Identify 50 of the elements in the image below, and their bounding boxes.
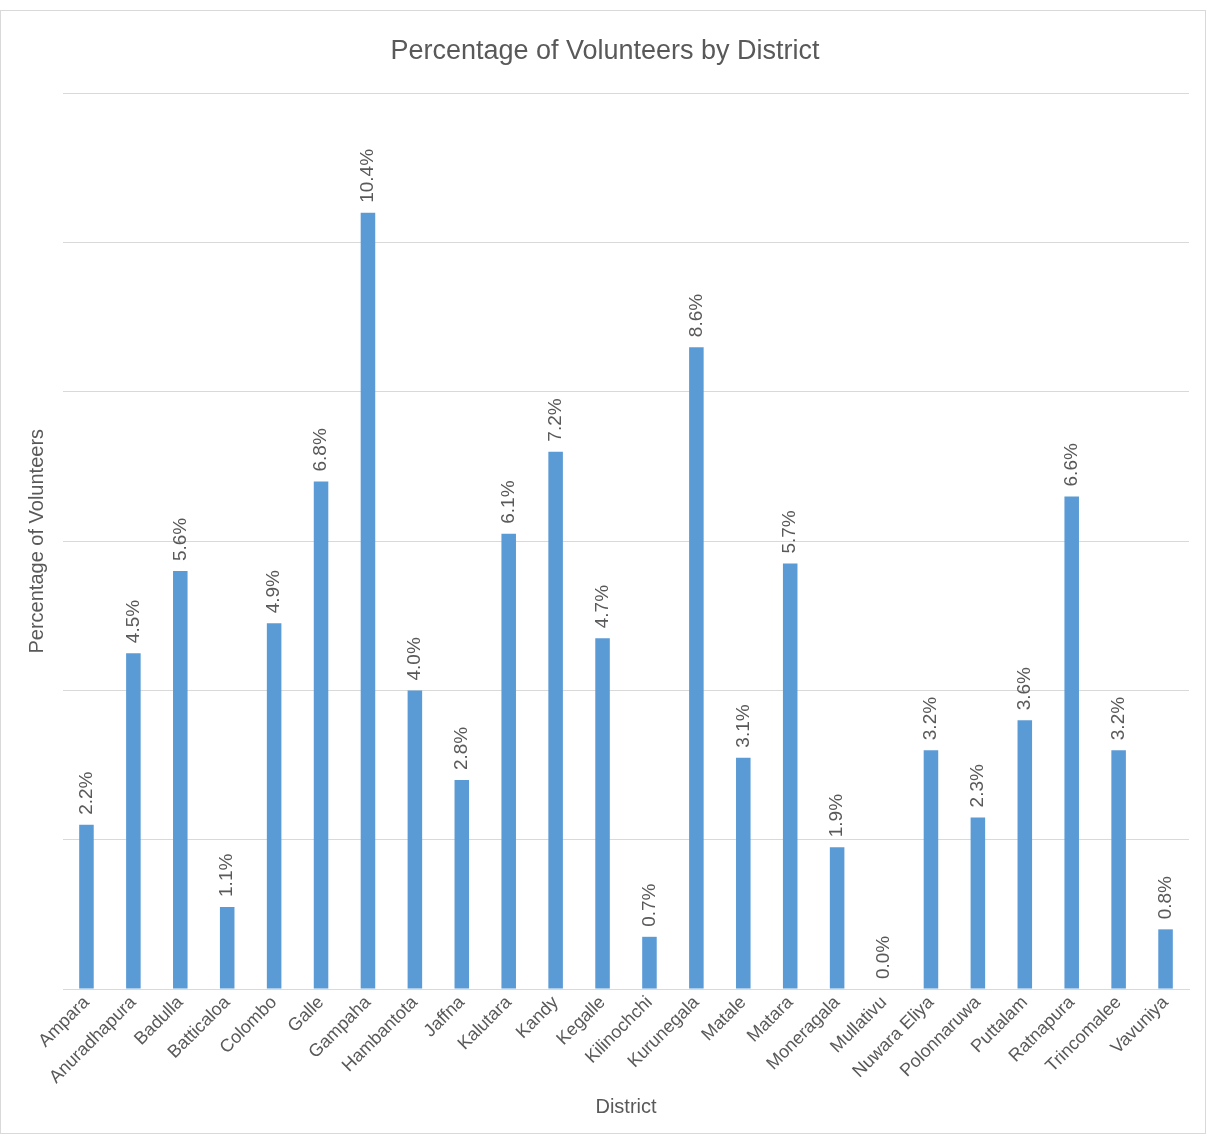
data-label: 2.2%: [74, 771, 96, 815]
bar: [360, 212, 376, 989]
data-label: 3.2%: [919, 696, 941, 741]
bar: [1017, 720, 1033, 989]
chart-title: Percentage of Volunteers by District: [390, 34, 821, 65]
data-label: 6.1%: [496, 480, 518, 524]
bar: [1158, 929, 1173, 989]
bar: [782, 563, 798, 989]
bar: [219, 906, 235, 989]
data-label: 3.2%: [1106, 696, 1128, 741]
data-label: 3.6%: [1013, 666, 1035, 711]
bar: [642, 936, 657, 989]
bar: [79, 824, 94, 989]
data-label: 8.6%: [684, 293, 706, 338]
data-label: 2.3%: [966, 763, 988, 808]
bar: [407, 690, 423, 989]
bar: [736, 757, 751, 989]
data-label: 6.6%: [1059, 443, 1081, 487]
bar: [923, 750, 939, 989]
data-label: 1.9%: [825, 793, 847, 838]
bar: [454, 780, 470, 989]
bar: [126, 653, 141, 989]
data-label: 4.7%: [590, 584, 612, 629]
data-label: 6.8%: [309, 428, 331, 472]
data-label: 0.7%: [637, 883, 659, 927]
data-label: 5.6%: [168, 517, 190, 562]
data-label: 3.1%: [731, 704, 753, 748]
bar: [266, 623, 282, 989]
bar: [313, 481, 329, 989]
data-label: 1.1%: [215, 853, 237, 897]
data-label: 5.7%: [778, 510, 800, 554]
x-axis-title: District: [595, 1094, 657, 1117]
data-label: 4.5%: [121, 599, 143, 644]
bar: [173, 571, 188, 989]
data-label: 0.8%: [1153, 875, 1175, 920]
bar: [548, 451, 563, 989]
bar: [595, 638, 610, 989]
data-label: 7.2%: [543, 398, 565, 442]
data-label: 2.8%: [450, 726, 472, 771]
bar: [970, 817, 986, 989]
bar: [501, 533, 516, 989]
data-label: 4.0%: [403, 637, 425, 681]
bar: [1111, 750, 1126, 989]
data-label: 10.4%: [356, 148, 378, 203]
bar: [829, 847, 845, 989]
data-label: 4.9%: [262, 569, 284, 614]
data-label: 0.0%: [872, 935, 894, 980]
bar: [1064, 496, 1079, 989]
y-axis-title: Percentage of Volunteers: [24, 428, 47, 654]
bar: [689, 347, 704, 989]
